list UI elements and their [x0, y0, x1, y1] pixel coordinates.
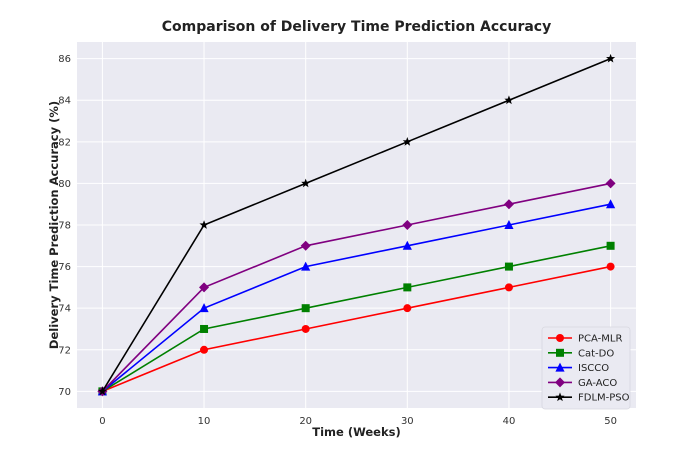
legend-item-ga-aco: GA-ACO	[548, 377, 617, 389]
data-point-pca-mlr	[504, 283, 513, 292]
legend-label: ISCCO	[578, 363, 609, 374]
series-ga-aco	[97, 178, 616, 397]
data-point-iscco	[199, 303, 209, 313]
x-tick-label: 50	[604, 416, 617, 427]
data-point-pca-mlr	[301, 324, 310, 333]
y-tick-label: 84	[58, 96, 71, 107]
series-line-pca-mlr	[102, 265, 611, 393]
y-tick-label: 78	[58, 221, 71, 232]
series-group	[97, 53, 616, 397]
data-point-cat-do	[606, 241, 615, 250]
x-tick-label: 0	[99, 416, 105, 427]
x-tick-label: 10	[198, 416, 211, 427]
data-point-iscco	[605, 199, 616, 209]
legend-item-iscco: ISCCO	[548, 362, 609, 374]
data-point-pca-mlr	[200, 345, 209, 354]
y-tick-label: 72	[58, 345, 71, 356]
y-tick-label: 76	[58, 262, 71, 273]
data-point-iscco	[402, 240, 412, 250]
series-pca-mlr	[98, 262, 615, 396]
y-axis-label: Delivery Time Prediction Accuracy (%)	[47, 101, 61, 349]
series-line-cat-do	[101, 245, 611, 393]
data-point-cat-do	[504, 262, 513, 271]
series-line-fdlm-pso	[101, 57, 611, 392]
y-tick-label: 70	[58, 387, 71, 398]
legend-marker	[555, 392, 565, 402]
legend-label: FDLM-PSO	[578, 393, 630, 404]
x-axis-label: Time (Weeks)	[312, 425, 400, 439]
x-tick-label: 40	[503, 416, 516, 427]
y-tick-label: 82	[58, 137, 71, 148]
data-point-cat-do	[301, 304, 310, 313]
data-point-fdlm-pso	[199, 220, 209, 229]
data-point-ga-aco	[503, 199, 514, 210]
data-point-pca-mlr	[403, 304, 412, 313]
legend-label: GA-ACO	[578, 378, 617, 389]
data-point-cat-do	[200, 324, 209, 333]
data-point-iscco	[504, 220, 514, 229]
legend-marker	[555, 362, 565, 372]
legend-label: Cat-DO	[578, 348, 614, 359]
data-point-fdlm-pso	[606, 53, 616, 63]
data-point-iscco	[301, 261, 311, 271]
series-line-iscco	[101, 203, 611, 392]
data-point-fdlm-pso	[402, 137, 412, 146]
data-point-pca-mlr	[606, 262, 615, 271]
legend-item-fdlm-pso: FDLM-PSO	[548, 392, 630, 404]
y-tick-label: 74	[58, 304, 71, 315]
data-point-ga-aco	[605, 178, 616, 189]
data-point-ga-aco	[199, 282, 210, 293]
legend: PCA-MLR Cat-DO ISCCO GA-ACO FDLM-PSO	[541, 326, 631, 410]
y-tick-label: 86	[58, 54, 71, 65]
data-point-ga-aco	[300, 240, 311, 251]
data-point-ga-aco	[402, 220, 413, 230]
series-fdlm-pso	[97, 53, 616, 396]
legend-label: PCA-MLR	[578, 334, 622, 345]
legend-marker	[556, 348, 564, 357]
data-point-cat-do	[403, 283, 412, 292]
series-line-ga-aco	[101, 182, 611, 392]
x-tick-label: 30	[401, 416, 414, 427]
chart-title: Comparison of Delivery Time Prediction A…	[162, 19, 551, 35]
legend-box	[541, 326, 631, 410]
data-point-fdlm-pso	[504, 95, 514, 105]
legend-marker	[556, 334, 564, 342]
data-point-fdlm-pso	[97, 386, 107, 396]
x-tick-label: 20	[299, 416, 312, 427]
legend-marker	[555, 377, 565, 388]
data-point-fdlm-pso	[301, 178, 311, 188]
y-tick-label: 80	[58, 179, 71, 190]
legend-item-cat-do: Cat-DO	[548, 348, 614, 359]
axis-ticks: 0 10 20 30 40 50 70 72 74 76 78 80 82 84 86	[58, 54, 617, 427]
legend-item-pca-mlr: PCA-MLR	[548, 334, 622, 345]
